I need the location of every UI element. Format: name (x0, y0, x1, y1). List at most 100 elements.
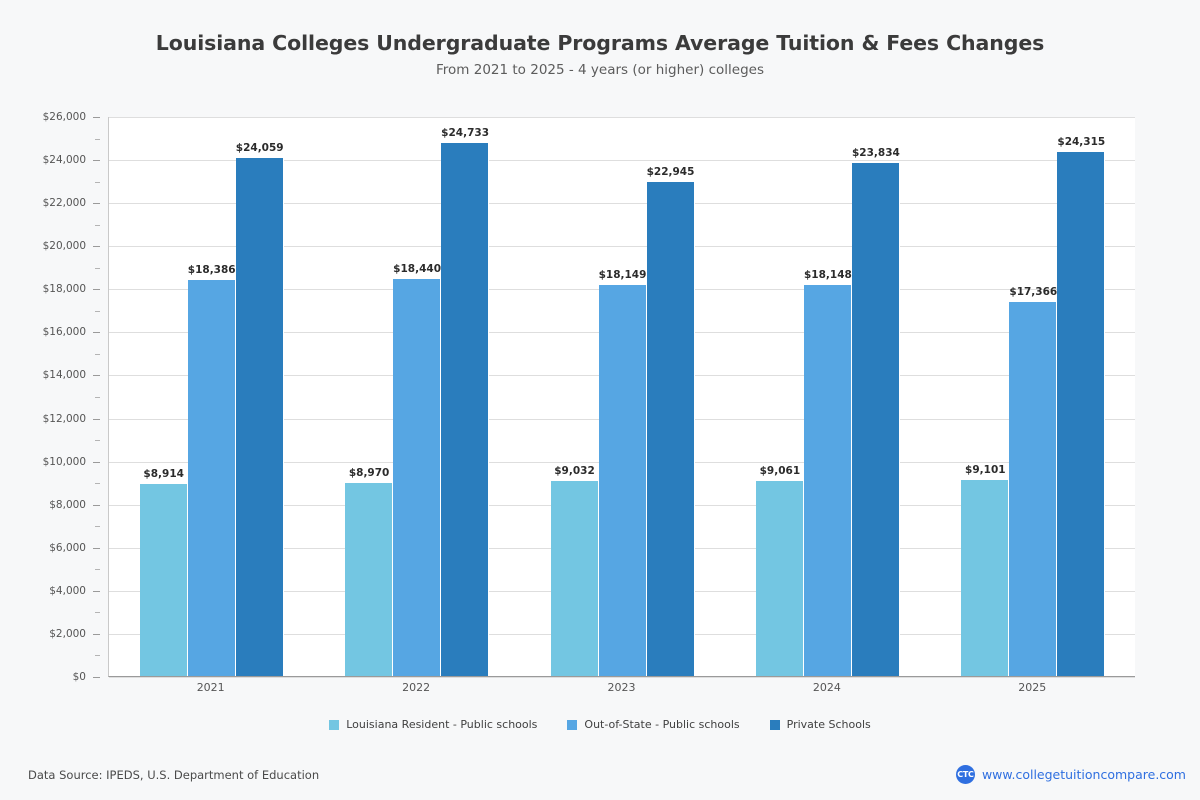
legend-label: Louisiana Resident - Public schools (346, 718, 538, 731)
y-axis-tick (93, 117, 100, 118)
bar[interactable] (550, 481, 599, 676)
y-axis-tick (93, 677, 100, 678)
bar[interactable] (441, 143, 490, 676)
gridline (109, 677, 1135, 678)
y-axis-label: $2,000 (49, 627, 86, 640)
bar[interactable] (1057, 152, 1106, 676)
bar-value-label: $9,032 (554, 465, 595, 478)
y-axis-tick (95, 224, 100, 226)
y-axis-tick (95, 267, 100, 269)
legend-swatch-icon (567, 719, 578, 730)
legend-label: Out-of-State - Public schools (584, 718, 740, 731)
bar[interactable] (803, 285, 852, 676)
y-axis-label: $10,000 (42, 455, 86, 468)
page-title: Louisiana Colleges Undergraduate Program… (155, 31, 1045, 55)
gridline (109, 203, 1135, 205)
bar[interactable] (646, 181, 695, 676)
bar[interactable] (187, 280, 236, 676)
bar[interactable] (345, 482, 394, 676)
y-axis-tick (93, 160, 100, 162)
bar-value-label: $9,061 (759, 464, 801, 477)
bar-value-label: $23,834 (851, 146, 900, 159)
y-axis-tick (95, 440, 100, 442)
gridline (109, 160, 1135, 162)
y-axis-tick (93, 590, 100, 592)
bar-value-label: $18,386 (187, 263, 236, 276)
y-axis-tick (93, 203, 100, 205)
legend-item[interactable]: Louisiana Resident - Public schools (329, 718, 537, 731)
x-axis-label: 2021 (196, 681, 225, 694)
title-block: Louisiana Colleges Undergraduate Program… (0, 31, 1200, 77)
y-axis-tick (95, 310, 100, 312)
x-axis-label: 2023 (607, 681, 636, 694)
bar-value-label: $18,148 (803, 269, 852, 282)
y-axis-label: $12,000 (42, 412, 86, 425)
y-axis-label: $20,000 (42, 240, 86, 253)
gridline (109, 117, 1135, 118)
bar[interactable] (755, 480, 804, 676)
bar-value-label: $24,059 (235, 141, 284, 154)
y-axis-label: $6,000 (49, 541, 86, 554)
bar-value-label: $8,914 (143, 468, 184, 480)
y-axis-tick (95, 353, 100, 355)
bar-value-label: $18,440 (393, 262, 442, 275)
bar-value-label: $22,945 (646, 165, 695, 178)
bar[interactable] (961, 479, 1010, 676)
legend-swatch-icon (769, 719, 780, 730)
y-axis-label: $0 (72, 671, 86, 683)
bar[interactable] (393, 278, 442, 676)
bar-value-label: $9,101 (965, 463, 1006, 476)
bar-value-label: $8,970 (348, 466, 390, 479)
y-axis-tick (93, 418, 100, 420)
brand-block[interactable]: CTC www.collegetuitioncompare.com (955, 765, 1186, 784)
y-axis-tick (95, 181, 100, 183)
ctc-logo-icon: CTC (955, 765, 975, 784)
y-axis-tick (93, 504, 100, 506)
y-axis-label: $16,000 (42, 326, 86, 339)
y-axis-tick (93, 547, 100, 549)
footer: Data Source: IPEDS, U.S. Department of E… (0, 754, 1200, 800)
y-axis-label: $22,000 (42, 197, 86, 210)
y-axis-tick (93, 246, 100, 248)
bar[interactable] (1009, 301, 1058, 676)
legend-item[interactable]: Private Schools (769, 718, 871, 731)
y-axis-tick (93, 633, 100, 635)
y-axis-tick (95, 526, 100, 528)
bar-value-label: $24,733 (441, 127, 490, 140)
y-axis-label: $8,000 (49, 498, 86, 511)
y-axis-tick (93, 289, 100, 291)
y-axis-label: $26,000 (42, 111, 86, 123)
y-axis-tick (93, 461, 100, 463)
bar[interactable] (851, 162, 900, 676)
y-axis-tick (95, 138, 100, 140)
y-axis-tick (93, 332, 100, 334)
bar[interactable] (235, 157, 284, 676)
legend-swatch-icon (329, 719, 340, 730)
y-axis-tick (95, 397, 100, 398)
y-axis-label: $24,000 (42, 154, 86, 167)
y-axis-tick (95, 483, 100, 485)
x-axis: 2021 2022 2023 2024 2025 (108, 681, 1135, 705)
brand-url-link[interactable]: www.collegetuitioncompare.com (981, 767, 1186, 782)
x-axis-label: 2024 (812, 681, 841, 694)
legend-label: Private Schools (786, 718, 871, 731)
y-axis-label: $14,000 (42, 369, 86, 382)
y-axis-label: $4,000 (49, 584, 86, 597)
y-axis-label: $18,000 (42, 283, 86, 296)
y-axis: $0 $2,000 $4,000 $6,000 $8,000 $10,000 $12,000… (0, 111, 100, 683)
bar-value-label: $17,366 (1009, 285, 1058, 298)
plot-area: $8,914 $18,386 $24,059 $8,970 $18,440 $24,733… (108, 117, 1135, 678)
y-axis-tick (95, 569, 100, 571)
legend-item[interactable]: Out-of-State - Public schools (567, 718, 740, 731)
x-axis-label: 2025 (1018, 681, 1047, 694)
bar[interactable] (139, 484, 188, 676)
chart-legend: Louisiana Resident - Public schools Out-o… (0, 718, 1200, 731)
y-axis-tick (95, 655, 100, 657)
bars-layer: $8,914 $18,386 $24,059 $8,970 $18,440 $24,733… (109, 117, 1135, 676)
y-axis-tick (93, 375, 100, 377)
data-source-label: Data Source: IPEDS, U.S. Department of E… (28, 768, 320, 782)
bar-value-label: $18,149 (598, 269, 647, 282)
x-axis-label: 2022 (402, 681, 431, 694)
bar[interactable] (598, 285, 647, 676)
